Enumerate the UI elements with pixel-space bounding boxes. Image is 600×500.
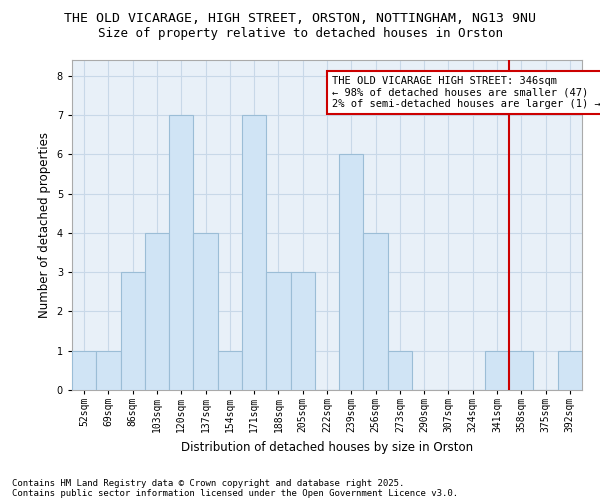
Bar (72, 350, 96, 390)
X-axis label: Distribution of detached houses by size in Orston: Distribution of detached houses by size … (181, 440, 473, 454)
Bar (388, 350, 412, 390)
Bar (364, 233, 388, 390)
Bar (218, 350, 242, 390)
Bar (96, 350, 121, 390)
Bar (558, 350, 582, 390)
Bar (339, 154, 364, 390)
Bar (145, 233, 169, 390)
Y-axis label: Number of detached properties: Number of detached properties (38, 132, 51, 318)
Bar (242, 115, 266, 390)
Text: THE OLD VICARAGE, HIGH STREET, ORSTON, NOTTINGHAM, NG13 9NU: THE OLD VICARAGE, HIGH STREET, ORSTON, N… (64, 12, 536, 26)
Bar (266, 272, 290, 390)
Bar (485, 350, 509, 390)
Text: Contains public sector information licensed under the Open Government Licence v3: Contains public sector information licen… (12, 488, 458, 498)
Text: Contains HM Land Registry data © Crown copyright and database right 2025.: Contains HM Land Registry data © Crown c… (12, 478, 404, 488)
Bar (193, 233, 218, 390)
Bar (121, 272, 145, 390)
Text: Size of property relative to detached houses in Orston: Size of property relative to detached ho… (97, 28, 503, 40)
Bar (509, 350, 533, 390)
Text: THE OLD VICARAGE HIGH STREET: 346sqm
← 98% of detached houses are smaller (47)
2: THE OLD VICARAGE HIGH STREET: 346sqm ← 9… (332, 76, 600, 109)
Bar (290, 272, 315, 390)
Bar (169, 115, 193, 390)
